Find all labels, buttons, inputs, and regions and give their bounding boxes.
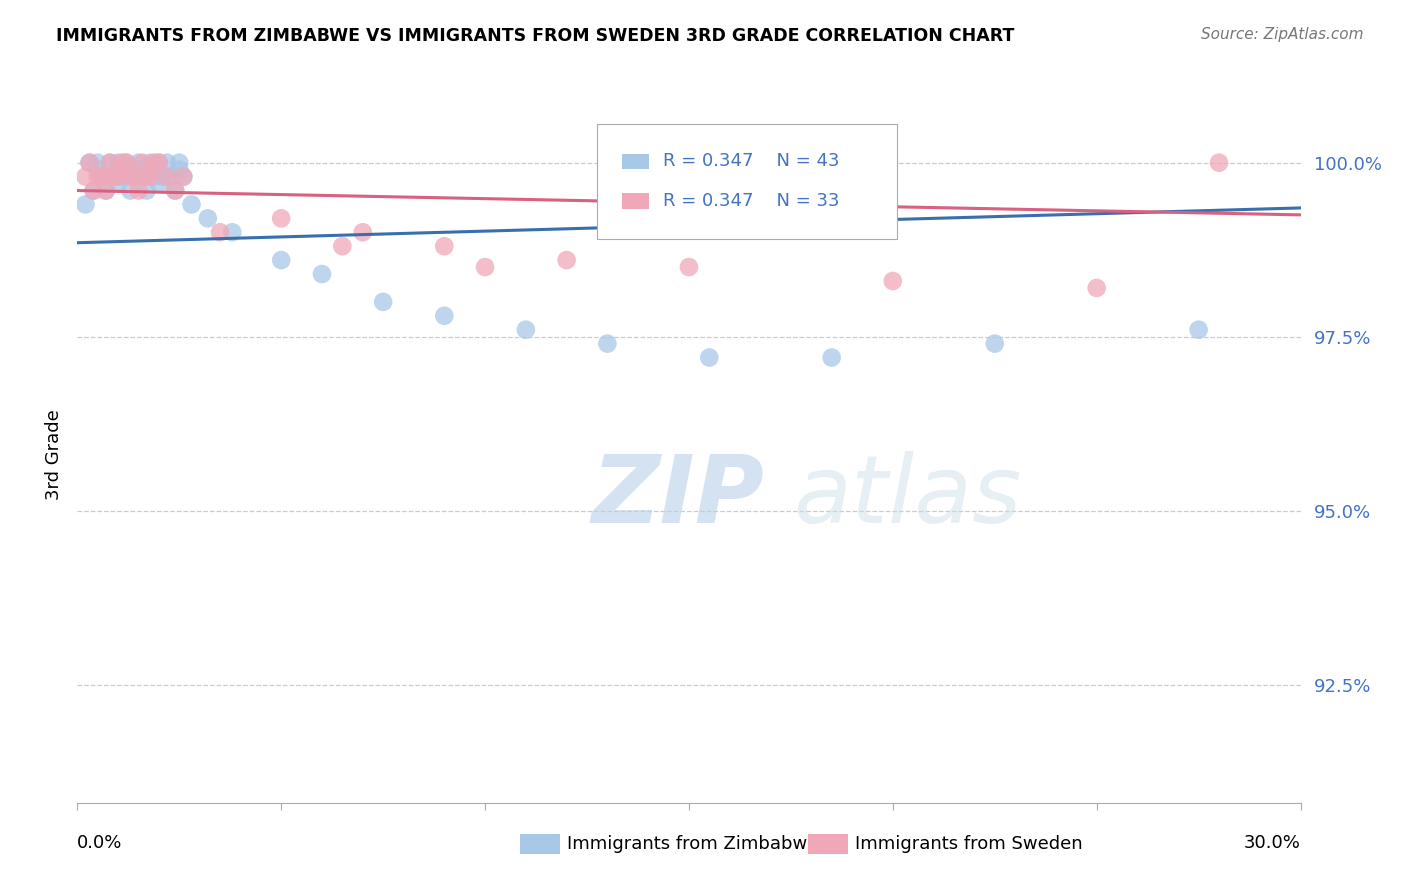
Text: 0.0%: 0.0% [77,834,122,852]
Point [474,260,496,274]
Point [87,155,110,169]
Point [148,155,170,169]
Point [94,184,117,198]
Point [75,197,97,211]
Point [208,225,231,239]
Point [270,211,292,226]
Point [139,169,162,184]
Point [1085,281,1108,295]
Point [79,155,101,169]
Point [596,336,619,351]
Point [115,155,138,169]
Point [143,155,166,169]
Point [1208,155,1230,169]
Y-axis label: 3rd Grade: 3rd Grade [45,409,63,500]
Point [197,211,219,226]
Point [87,169,110,184]
Point [156,155,179,169]
Text: atlas: atlas [793,451,1021,542]
Point [131,169,153,184]
Point [555,253,578,268]
Point [127,155,149,169]
Point [433,309,456,323]
Point [98,155,121,169]
Point [172,169,194,184]
Point [83,184,105,198]
Point [165,184,187,198]
Point [160,169,183,184]
Point [111,155,134,169]
Text: R = 0.347    N = 33: R = 0.347 N = 33 [664,192,839,210]
Point [90,169,112,184]
Point [311,267,333,281]
Point [124,169,146,184]
Point [115,155,138,169]
Point [156,169,179,184]
Point [433,239,456,253]
Point [131,155,153,169]
Point [107,177,129,191]
Point [148,177,170,191]
Point [83,184,105,198]
Point [103,169,125,184]
Text: IMMIGRANTS FROM ZIMBABWE VS IMMIGRANTS FROM SWEDEN 3RD GRADE CORRELATION CHART: IMMIGRANTS FROM ZIMBABWE VS IMMIGRANTS F… [56,27,1015,45]
FancyBboxPatch shape [621,194,648,209]
Point [148,155,170,169]
FancyBboxPatch shape [598,124,897,239]
FancyBboxPatch shape [621,153,648,169]
Point [371,294,394,309]
Point [221,225,243,239]
Point [984,336,1007,351]
Point [120,184,142,198]
Point [111,169,134,184]
Point [120,169,142,184]
Text: Immigrants from Sweden: Immigrants from Sweden [855,835,1083,853]
Point [169,155,191,169]
Text: 30.0%: 30.0% [1244,834,1301,852]
Point [143,169,166,184]
Point [882,274,904,288]
Point [135,169,157,184]
Point [332,239,354,253]
Point [87,162,110,177]
Point [135,184,157,198]
Point [1187,323,1209,337]
Point [180,197,202,211]
Point [75,169,97,184]
Text: Immigrants from Zimbabwe: Immigrants from Zimbabwe [567,835,818,853]
Point [98,155,121,169]
Point [107,169,129,184]
Point [90,169,112,184]
Point [107,155,129,169]
Point [79,155,101,169]
Point [352,225,374,239]
Point [515,323,537,337]
Point [678,260,700,274]
Point [699,351,721,365]
Text: Source: ZipAtlas.com: Source: ZipAtlas.com [1201,27,1364,42]
Point [139,155,162,169]
Point [270,253,292,268]
Point [94,184,117,198]
Point [165,184,187,198]
Point [821,351,844,365]
Point [127,162,149,177]
Point [127,184,149,198]
Text: R = 0.347    N = 43: R = 0.347 N = 43 [664,153,839,170]
Text: ZIP: ZIP [591,450,763,542]
Point [169,162,191,177]
Point [172,169,194,184]
Point [124,169,146,184]
Point [103,169,125,184]
Point [152,169,174,184]
